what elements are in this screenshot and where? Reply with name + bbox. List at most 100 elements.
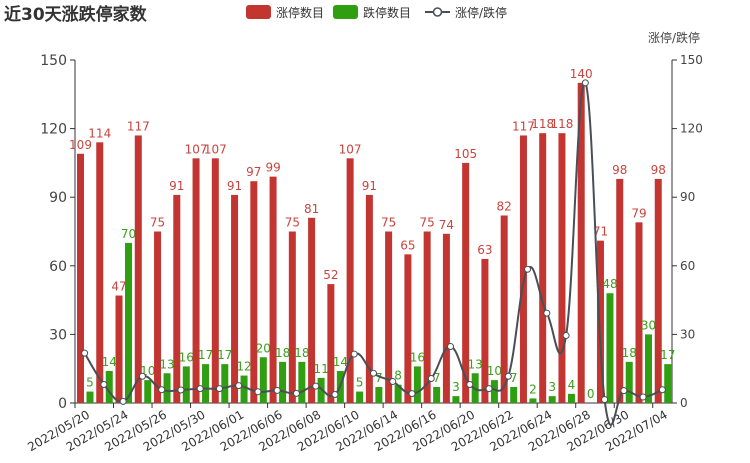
bar-down[interactable] (529, 398, 537, 403)
ratio-point[interactable] (562, 332, 570, 340)
bar-up[interactable] (250, 181, 258, 403)
ratio-point[interactable] (639, 393, 647, 401)
bar-down[interactable] (567, 393, 575, 403)
bar-up[interactable] (423, 231, 431, 404)
bar-up[interactable] (77, 153, 84, 403)
bar-up[interactable] (154, 231, 162, 404)
bar-up[interactable] (211, 158, 219, 403)
legend-label[interactable]: 涨停/跌停 (455, 5, 507, 20)
bar-up[interactable] (288, 231, 296, 404)
ratio-point[interactable] (215, 385, 223, 393)
bar-up[interactable] (404, 254, 412, 403)
ratio-point[interactable] (81, 349, 89, 357)
ratio-point[interactable] (254, 388, 262, 396)
bar-down[interactable] (163, 373, 171, 403)
bar-down-label: 5 (86, 376, 94, 390)
bar-up[interactable] (442, 233, 450, 403)
ratio-point[interactable] (504, 372, 512, 380)
ratio-point[interactable] (235, 382, 243, 390)
ratio-point[interactable] (370, 369, 377, 377)
bar-up[interactable] (654, 178, 662, 403)
legend-swatch[interactable] (246, 5, 271, 19)
bar-down[interactable] (105, 370, 113, 403)
bar-up[interactable] (134, 135, 142, 403)
ratio-point[interactable] (466, 380, 474, 388)
bar-down[interactable] (606, 293, 614, 403)
bar-down-label: 0 (587, 387, 595, 401)
bar-up[interactable] (96, 142, 104, 403)
bar-up[interactable] (385, 231, 393, 404)
ratio-point[interactable] (524, 265, 532, 273)
ratio-point[interactable] (100, 380, 108, 388)
bar-up-label: 98 (651, 163, 666, 177)
bar-down[interactable] (356, 391, 364, 403)
y-tick-label-right: 120 (680, 122, 703, 136)
ratio-point[interactable] (273, 386, 281, 394)
bar-up[interactable] (596, 240, 604, 403)
bar-up[interactable] (635, 222, 643, 403)
bar-down[interactable] (644, 334, 652, 403)
ratio-point[interactable] (408, 390, 416, 398)
legend-swatch[interactable] (333, 5, 358, 19)
ratio-point[interactable] (138, 372, 146, 380)
bar-down[interactable] (452, 396, 460, 403)
bar-down[interactable] (664, 364, 672, 403)
bar-up[interactable] (346, 158, 354, 403)
ratio-point[interactable] (292, 389, 300, 397)
bar-down[interactable] (433, 386, 441, 403)
bar-up[interactable] (481, 258, 489, 403)
legend-label[interactable]: 涨停数目 (276, 5, 324, 20)
ratio-point[interactable] (601, 396, 609, 404)
bar-down[interactable] (625, 361, 633, 403)
legend-label[interactable]: 跌停数目 (363, 5, 411, 20)
ratio-point[interactable] (543, 309, 551, 317)
bar-up[interactable] (308, 217, 316, 403)
bar-down[interactable] (548, 396, 556, 403)
bar-down[interactable] (510, 386, 518, 403)
bar-up[interactable] (269, 176, 277, 403)
ratio-point[interactable] (620, 387, 628, 395)
bar-down[interactable] (394, 384, 402, 403)
ratio-point[interactable] (389, 378, 397, 386)
bar-down[interactable] (202, 364, 210, 403)
bar-down[interactable] (125, 242, 133, 403)
ratio-point[interactable] (119, 397, 127, 405)
ratio-point[interactable] (158, 386, 166, 394)
bar-up[interactable] (173, 194, 181, 403)
bar-down[interactable] (490, 380, 498, 403)
ratio-point[interactable] (427, 375, 435, 383)
bar-down[interactable] (298, 361, 306, 403)
bar-up[interactable] (616, 178, 624, 403)
bar-up[interactable] (231, 194, 239, 403)
bar-down[interactable] (375, 386, 383, 403)
bar-down[interactable] (279, 361, 287, 403)
bar-up[interactable] (115, 295, 123, 403)
bar-up[interactable] (365, 194, 373, 403)
bar-down[interactable] (317, 377, 325, 403)
bar-up[interactable] (539, 133, 547, 403)
bar-down[interactable] (221, 364, 229, 403)
bar-up[interactable] (577, 82, 585, 403)
ratio-point[interactable] (581, 79, 589, 87)
ratio-point[interactable] (177, 386, 185, 394)
bar-down[interactable] (144, 380, 152, 403)
bar-up[interactable] (327, 284, 335, 403)
ratio-point[interactable] (331, 391, 339, 399)
ratio-point[interactable] (312, 382, 320, 390)
bar-up[interactable] (462, 162, 470, 403)
ratio-point[interactable] (350, 350, 358, 358)
bar-down[interactable] (182, 366, 190, 403)
bar-down[interactable] (259, 357, 267, 403)
ratio-point[interactable] (447, 343, 455, 351)
bar-up[interactable] (558, 133, 566, 403)
bar-down[interactable] (86, 391, 94, 403)
legend-marker[interactable] (432, 7, 443, 17)
bar-up[interactable] (519, 135, 527, 403)
ratio-point[interactable] (196, 385, 204, 393)
ratio-point[interactable] (485, 385, 493, 393)
bar-up[interactable] (500, 215, 508, 403)
bar-down[interactable] (240, 375, 248, 403)
bar-down[interactable] (413, 366, 421, 403)
ratio-point[interactable] (658, 386, 666, 394)
bar-up[interactable] (192, 158, 200, 403)
